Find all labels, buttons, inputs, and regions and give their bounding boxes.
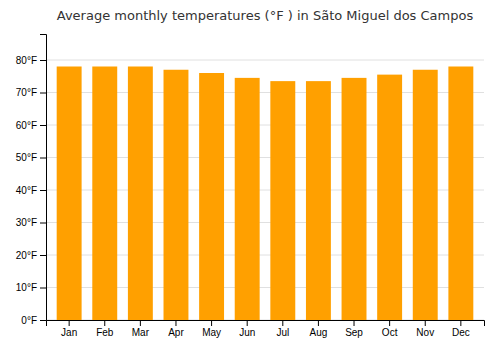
bar bbox=[342, 78, 367, 320]
bar bbox=[164, 70, 189, 320]
tick-label: May bbox=[202, 327, 221, 338]
tick-mark bbox=[389, 320, 390, 326]
tick: May bbox=[202, 320, 221, 338]
tick-mark bbox=[69, 320, 70, 326]
bar bbox=[306, 81, 331, 320]
bars bbox=[57, 67, 474, 321]
x-axis: Jan Feb Mar Apr May Jun Jul Aug Sep Oct Nov Dec bbox=[47, 320, 485, 338]
tick: 60°F bbox=[16, 120, 46, 131]
tick-label: Feb bbox=[96, 327, 114, 338]
tick: Jun bbox=[239, 320, 255, 338]
bar bbox=[199, 73, 224, 320]
tick-mark bbox=[40, 60, 46, 61]
tick-mark bbox=[425, 320, 426, 326]
tick-label: 40°F bbox=[16, 185, 37, 196]
tick: Mar bbox=[132, 320, 150, 338]
tick-mark bbox=[40, 190, 46, 191]
tick: Apr bbox=[168, 320, 184, 338]
tick-label: 10°F bbox=[16, 282, 37, 293]
tick-mark bbox=[460, 320, 461, 326]
tick-label: 80°F bbox=[16, 55, 37, 66]
tick: 10°F bbox=[16, 282, 46, 293]
plot: 0°F 10°F 20°F 30°F 40°F 50°F 60°F 70°F 80°F Jan Fe… bbox=[16, 35, 485, 339]
tick: Oct bbox=[382, 320, 398, 338]
tick-mark bbox=[104, 320, 105, 326]
tick: 30°F bbox=[16, 217, 46, 228]
tick-label: Nov bbox=[416, 327, 434, 338]
tick: 80°F bbox=[16, 55, 46, 66]
tick-label: Oct bbox=[382, 327, 398, 338]
tick: Jan bbox=[61, 320, 77, 338]
tick: Feb bbox=[96, 320, 114, 338]
bar bbox=[270, 81, 295, 320]
tick-mark bbox=[40, 158, 46, 159]
tick-label: Jun bbox=[239, 327, 255, 338]
tick-label: 30°F bbox=[16, 217, 37, 228]
bar bbox=[448, 67, 473, 321]
bar bbox=[413, 70, 438, 320]
tick: Nov bbox=[416, 320, 434, 338]
tick-label: Jan bbox=[61, 327, 77, 338]
tick-label: Jul bbox=[276, 327, 289, 338]
title: Average monthly temperatures (°F ) in Sã… bbox=[57, 8, 474, 23]
tick: Aug bbox=[310, 320, 328, 338]
tick-label: Apr bbox=[168, 327, 184, 338]
axis-line bbox=[40, 35, 47, 321]
tick-mark bbox=[40, 93, 46, 94]
tick: 50°F bbox=[16, 152, 46, 163]
tick-label: 60°F bbox=[16, 120, 37, 131]
tick-mark bbox=[211, 320, 212, 326]
chart: 0°F 10°F 20°F 30°F 40°F 50°F 60°F 70°F 80°F Jan Fe… bbox=[0, 0, 500, 350]
bar bbox=[377, 75, 402, 320]
bar bbox=[92, 67, 117, 321]
tick-mark bbox=[247, 320, 248, 326]
tick-label: 50°F bbox=[16, 152, 37, 163]
axis-line bbox=[47, 321, 485, 327]
tick-mark bbox=[40, 320, 46, 321]
tick-mark bbox=[354, 320, 355, 326]
tick: 20°F bbox=[16, 250, 46, 261]
tick-label: 0°F bbox=[21, 315, 37, 326]
tick-mark bbox=[175, 320, 176, 326]
bar bbox=[57, 67, 82, 321]
grid-line bbox=[46, 60, 484, 61]
tick-mark bbox=[318, 320, 319, 326]
tick-label: Dec bbox=[452, 327, 470, 338]
tick: Sep bbox=[345, 320, 363, 338]
tick: 40°F bbox=[16, 185, 46, 196]
bar bbox=[235, 78, 260, 320]
y-axis: 0°F 10°F 20°F 30°F 40°F 50°F 60°F 70°F 80°F bbox=[16, 35, 47, 326]
grid bbox=[46, 60, 484, 320]
tick-label: Sep bbox=[345, 327, 363, 338]
tick-label: Mar bbox=[132, 327, 150, 338]
tick-mark bbox=[40, 288, 46, 289]
tick: Dec bbox=[452, 320, 470, 338]
tick-mark bbox=[282, 320, 283, 326]
tick: Jul bbox=[276, 320, 289, 338]
tick-mark bbox=[140, 320, 141, 326]
tick-mark bbox=[40, 223, 46, 224]
tick-label: 20°F bbox=[16, 250, 37, 261]
tick-mark bbox=[40, 125, 46, 126]
tick-label: Aug bbox=[310, 327, 328, 338]
tick-mark bbox=[40, 255, 46, 256]
bar bbox=[128, 67, 153, 321]
tick-label: 70°F bbox=[16, 87, 37, 98]
tick: 0°F bbox=[21, 315, 46, 326]
tick: 70°F bbox=[16, 87, 46, 98]
